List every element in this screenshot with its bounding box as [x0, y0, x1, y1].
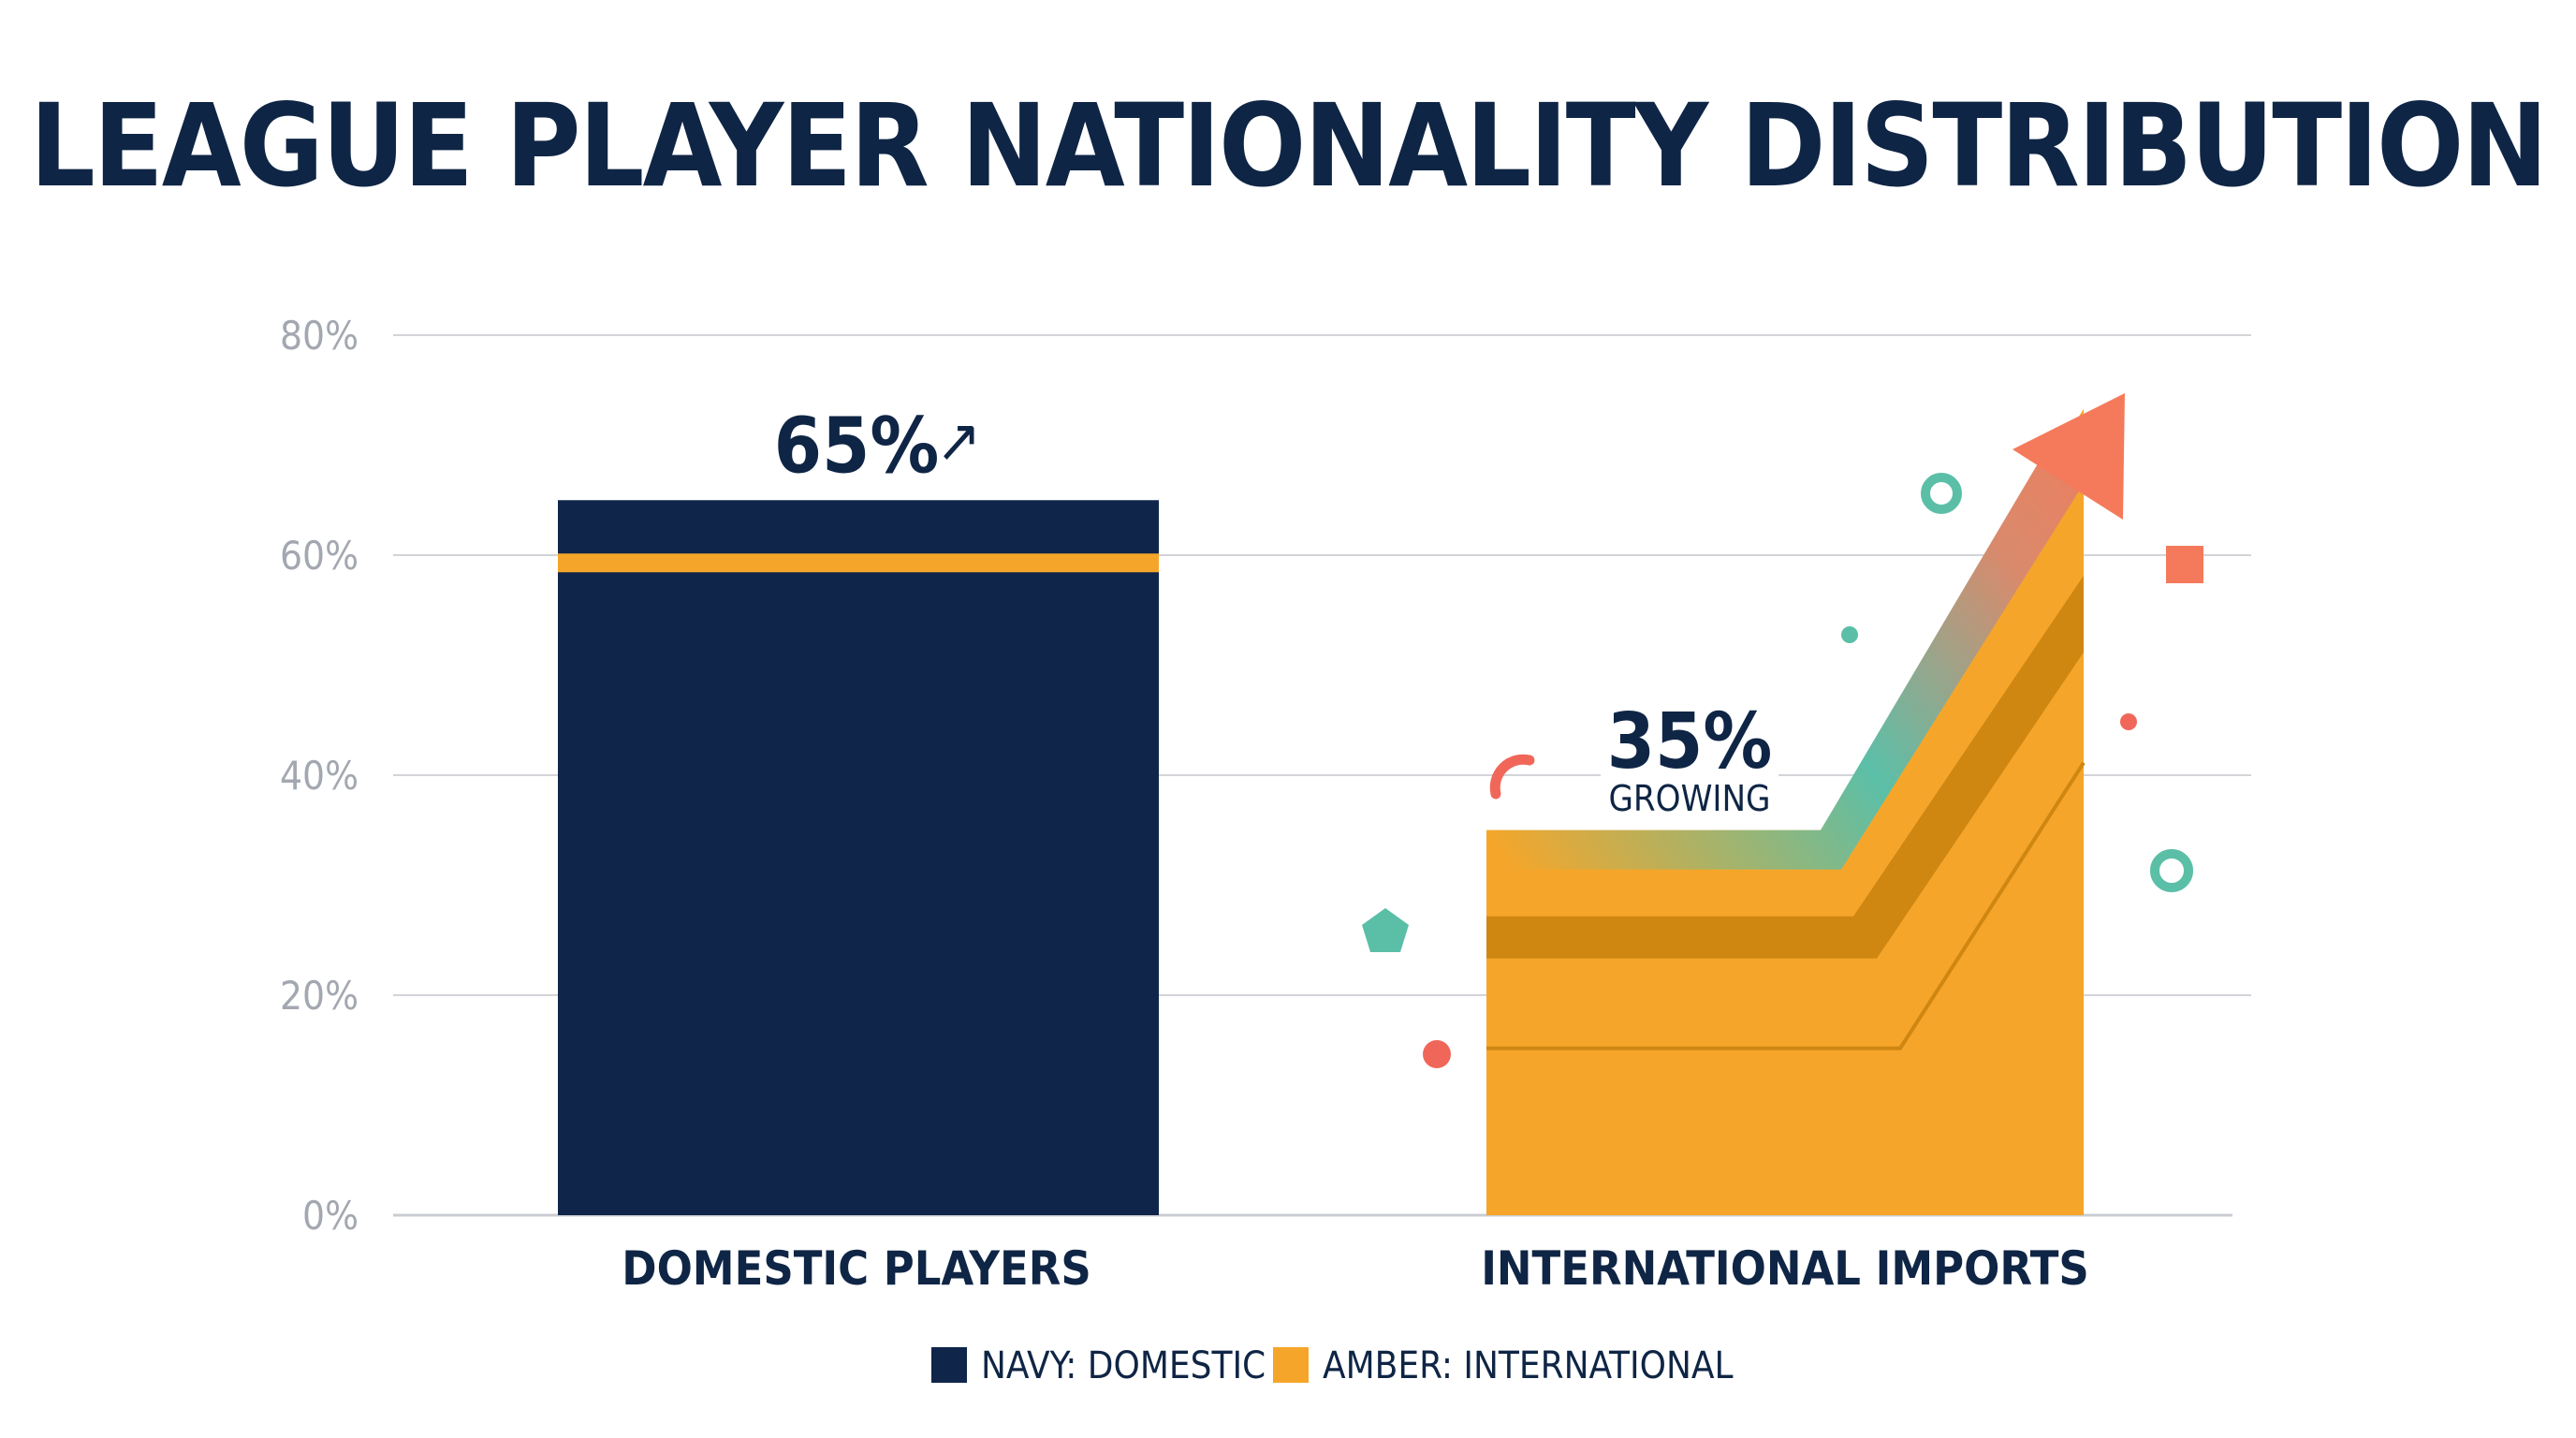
- bar-domestic-group: [558, 500, 1159, 1215]
- chart-title: LEAGUE PLAYER NATIONALITY DISTRIBUTION: [29, 80, 2548, 213]
- bar-international-trend-line: [1486, 761, 2086, 1050]
- growth-arrow-icon: [1486, 450, 2087, 870]
- legend-swatch-international: [1273, 1347, 1309, 1383]
- y-tick-label: 0%: [302, 1193, 359, 1239]
- category-label-international: INTERNATIONAL IMPORTS: [1481, 1241, 2089, 1296]
- legend-swatch-domestic: [931, 1347, 967, 1383]
- dot-icon: [1841, 626, 1858, 643]
- pentagon-icon: [1362, 908, 1409, 952]
- dot-icon: [2120, 713, 2137, 730]
- y-axis-ticks: 0% 20% 40% 60% 80%: [280, 313, 359, 1239]
- legend-label-domestic: NAVY: DOMESTIC: [981, 1344, 1266, 1387]
- ring-icon: [2150, 849, 2193, 892]
- y-tick-label: 60%: [280, 533, 359, 579]
- bar-domestic: [558, 500, 1159, 1215]
- square-icon: [2166, 546, 2203, 583]
- trend-arrow-icon: ↗: [936, 406, 981, 476]
- value-label-international: 35%: [1607, 697, 1773, 786]
- bar-international-group: [1486, 393, 2125, 1215]
- y-tick-label: 80%: [280, 313, 359, 359]
- growth-arrowhead-icon: [2012, 393, 2125, 520]
- decorative-confetti: [1362, 473, 2203, 1068]
- bar-international-band: [1486, 575, 2084, 959]
- ring-icon: [1921, 473, 1962, 514]
- value-label-domestic: 65%: [774, 402, 940, 491]
- y-tick-label: 40%: [280, 753, 359, 799]
- value-label-background: [1601, 679, 1778, 819]
- dot-icon: [1423, 1040, 1451, 1068]
- legend: NAVY: DOMESTIC AMBER: INTERNATIONAL: [931, 1344, 1734, 1387]
- bar-domestic-stripe: [558, 553, 1159, 573]
- bar-international: [1486, 408, 2084, 1215]
- legend-label-international: AMBER: INTERNATIONAL: [1323, 1344, 1734, 1387]
- category-label-domestic: DOMESTIC PLAYERS: [622, 1241, 1091, 1296]
- arc-icon: [1489, 754, 1535, 800]
- y-tick-label: 20%: [280, 973, 359, 1019]
- growing-annotation: GROWING: [1608, 778, 1770, 819]
